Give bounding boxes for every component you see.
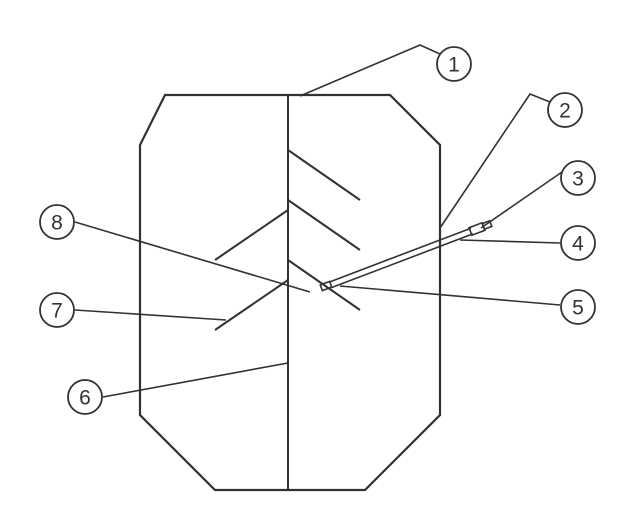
callout-label: 7 xyxy=(51,300,63,323)
callout-label: 6 xyxy=(79,387,91,410)
callout-leader xyxy=(481,172,562,228)
callout-label: 2 xyxy=(559,100,571,123)
callout-leader xyxy=(75,310,226,320)
branch-line xyxy=(288,260,360,310)
callout-label: 5 xyxy=(572,297,584,320)
branch-line xyxy=(288,150,360,200)
tool-shaft xyxy=(329,228,471,282)
callout-label: 4 xyxy=(572,233,584,256)
container-outline xyxy=(140,95,440,490)
callout-label: 3 xyxy=(572,168,584,191)
callout-leader xyxy=(300,45,440,96)
branch-line xyxy=(288,200,360,250)
branch-line xyxy=(215,280,288,330)
callout-leader xyxy=(440,94,550,228)
callout-leader xyxy=(340,286,560,305)
callout-leader xyxy=(75,222,310,292)
tool-shaft xyxy=(331,234,473,288)
technical-diagram: 1 2 3 4 5 6 7 8 xyxy=(0,0,622,510)
callout-label: 8 xyxy=(51,212,63,235)
callout-leader xyxy=(460,240,560,243)
callout-leader xyxy=(103,363,288,397)
branch-line xyxy=(215,210,288,260)
callout-label: 1 xyxy=(448,54,460,77)
